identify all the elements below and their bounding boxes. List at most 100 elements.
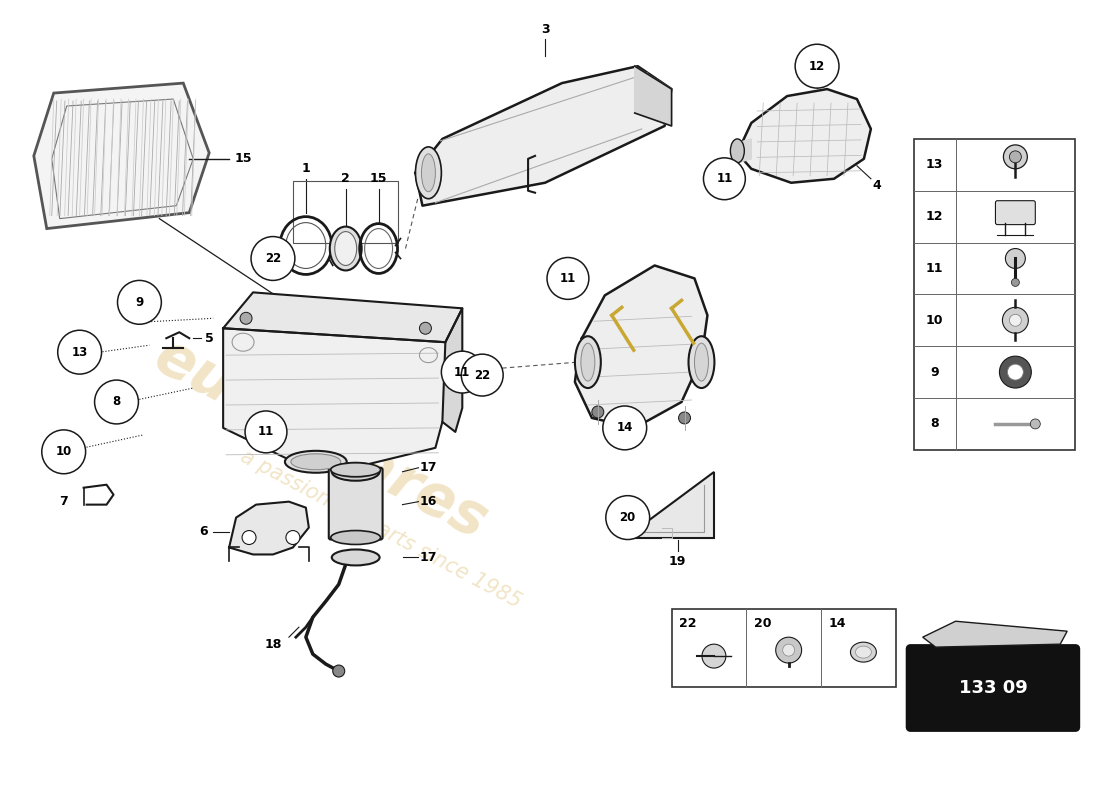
Text: 15: 15 — [234, 152, 252, 166]
Circle shape — [441, 351, 483, 393]
Ellipse shape — [285, 451, 346, 473]
Circle shape — [702, 644, 726, 668]
Circle shape — [783, 644, 794, 656]
Text: 14: 14 — [828, 617, 846, 630]
Text: 16: 16 — [420, 495, 437, 508]
Text: 22: 22 — [474, 369, 491, 382]
FancyBboxPatch shape — [996, 201, 1035, 225]
Text: 9: 9 — [135, 296, 144, 309]
Polygon shape — [737, 89, 871, 182]
Circle shape — [118, 281, 162, 324]
Circle shape — [606, 496, 650, 539]
Circle shape — [1005, 249, 1025, 269]
Circle shape — [547, 258, 589, 299]
Text: 11: 11 — [257, 426, 274, 438]
Polygon shape — [737, 139, 751, 163]
Text: 133 09: 133 09 — [958, 679, 1027, 697]
Text: 6: 6 — [199, 525, 208, 538]
Circle shape — [333, 665, 344, 677]
Text: 18: 18 — [264, 638, 282, 650]
Polygon shape — [223, 292, 462, 342]
Ellipse shape — [856, 646, 871, 658]
Ellipse shape — [581, 343, 595, 381]
FancyBboxPatch shape — [329, 468, 383, 539]
Ellipse shape — [421, 154, 436, 192]
Polygon shape — [635, 66, 672, 126]
Circle shape — [1002, 307, 1028, 334]
Text: 8: 8 — [931, 418, 939, 430]
Circle shape — [419, 322, 431, 334]
Circle shape — [95, 380, 139, 424]
Text: 3: 3 — [541, 22, 549, 36]
Ellipse shape — [689, 336, 714, 388]
Circle shape — [42, 430, 86, 474]
Circle shape — [286, 530, 300, 545]
Polygon shape — [34, 83, 209, 229]
Text: 12: 12 — [808, 60, 825, 73]
Polygon shape — [229, 502, 309, 554]
Text: 15: 15 — [370, 172, 387, 186]
Text: 8: 8 — [112, 395, 121, 409]
Text: 11: 11 — [926, 262, 944, 275]
Circle shape — [57, 330, 101, 374]
Circle shape — [795, 44, 839, 88]
Text: 5: 5 — [205, 332, 213, 345]
Ellipse shape — [332, 550, 380, 566]
Text: 11: 11 — [454, 366, 471, 378]
Text: 13: 13 — [926, 158, 944, 171]
Polygon shape — [575, 266, 707, 428]
Circle shape — [245, 411, 287, 453]
Text: 11: 11 — [716, 172, 733, 186]
Circle shape — [1011, 278, 1020, 286]
Circle shape — [704, 158, 746, 200]
Ellipse shape — [850, 642, 877, 662]
Ellipse shape — [330, 226, 362, 270]
Text: 22: 22 — [265, 252, 282, 265]
Text: a passion for parts since 1985: a passion for parts since 1985 — [236, 446, 525, 612]
Polygon shape — [416, 66, 672, 206]
Text: 2: 2 — [341, 172, 350, 186]
Polygon shape — [625, 472, 714, 538]
Text: 1: 1 — [301, 162, 310, 175]
Ellipse shape — [290, 454, 341, 470]
Ellipse shape — [331, 462, 381, 477]
Polygon shape — [923, 622, 1067, 647]
Ellipse shape — [416, 147, 441, 198]
Ellipse shape — [730, 139, 745, 163]
Text: 14: 14 — [617, 422, 632, 434]
Ellipse shape — [575, 336, 601, 388]
Text: 10: 10 — [926, 314, 944, 326]
Text: 12: 12 — [926, 210, 944, 223]
Text: 22: 22 — [679, 617, 696, 630]
Circle shape — [461, 354, 503, 396]
Polygon shape — [223, 328, 446, 468]
Text: 10: 10 — [56, 446, 72, 458]
Text: eurospares: eurospares — [144, 328, 497, 552]
Text: 11: 11 — [560, 272, 576, 285]
Circle shape — [242, 530, 256, 545]
Text: 7: 7 — [59, 495, 68, 508]
Text: 20: 20 — [619, 511, 636, 524]
Text: 20: 20 — [754, 617, 771, 630]
Text: 19: 19 — [669, 555, 686, 568]
Circle shape — [776, 637, 802, 663]
Text: 9: 9 — [931, 366, 939, 378]
Circle shape — [1010, 314, 1022, 326]
Circle shape — [603, 406, 647, 450]
Ellipse shape — [337, 466, 375, 478]
Text: 17: 17 — [420, 551, 437, 564]
Ellipse shape — [694, 343, 708, 381]
Ellipse shape — [331, 530, 381, 545]
Polygon shape — [442, 308, 462, 432]
Circle shape — [1003, 145, 1027, 169]
Ellipse shape — [334, 231, 356, 266]
Circle shape — [1031, 419, 1041, 429]
Circle shape — [679, 412, 691, 424]
Text: 13: 13 — [72, 346, 88, 358]
Circle shape — [1000, 356, 1032, 388]
Text: 17: 17 — [420, 462, 437, 474]
Ellipse shape — [332, 462, 380, 481]
FancyBboxPatch shape — [906, 645, 1079, 731]
Text: 4: 4 — [872, 179, 881, 192]
Circle shape — [240, 312, 252, 324]
